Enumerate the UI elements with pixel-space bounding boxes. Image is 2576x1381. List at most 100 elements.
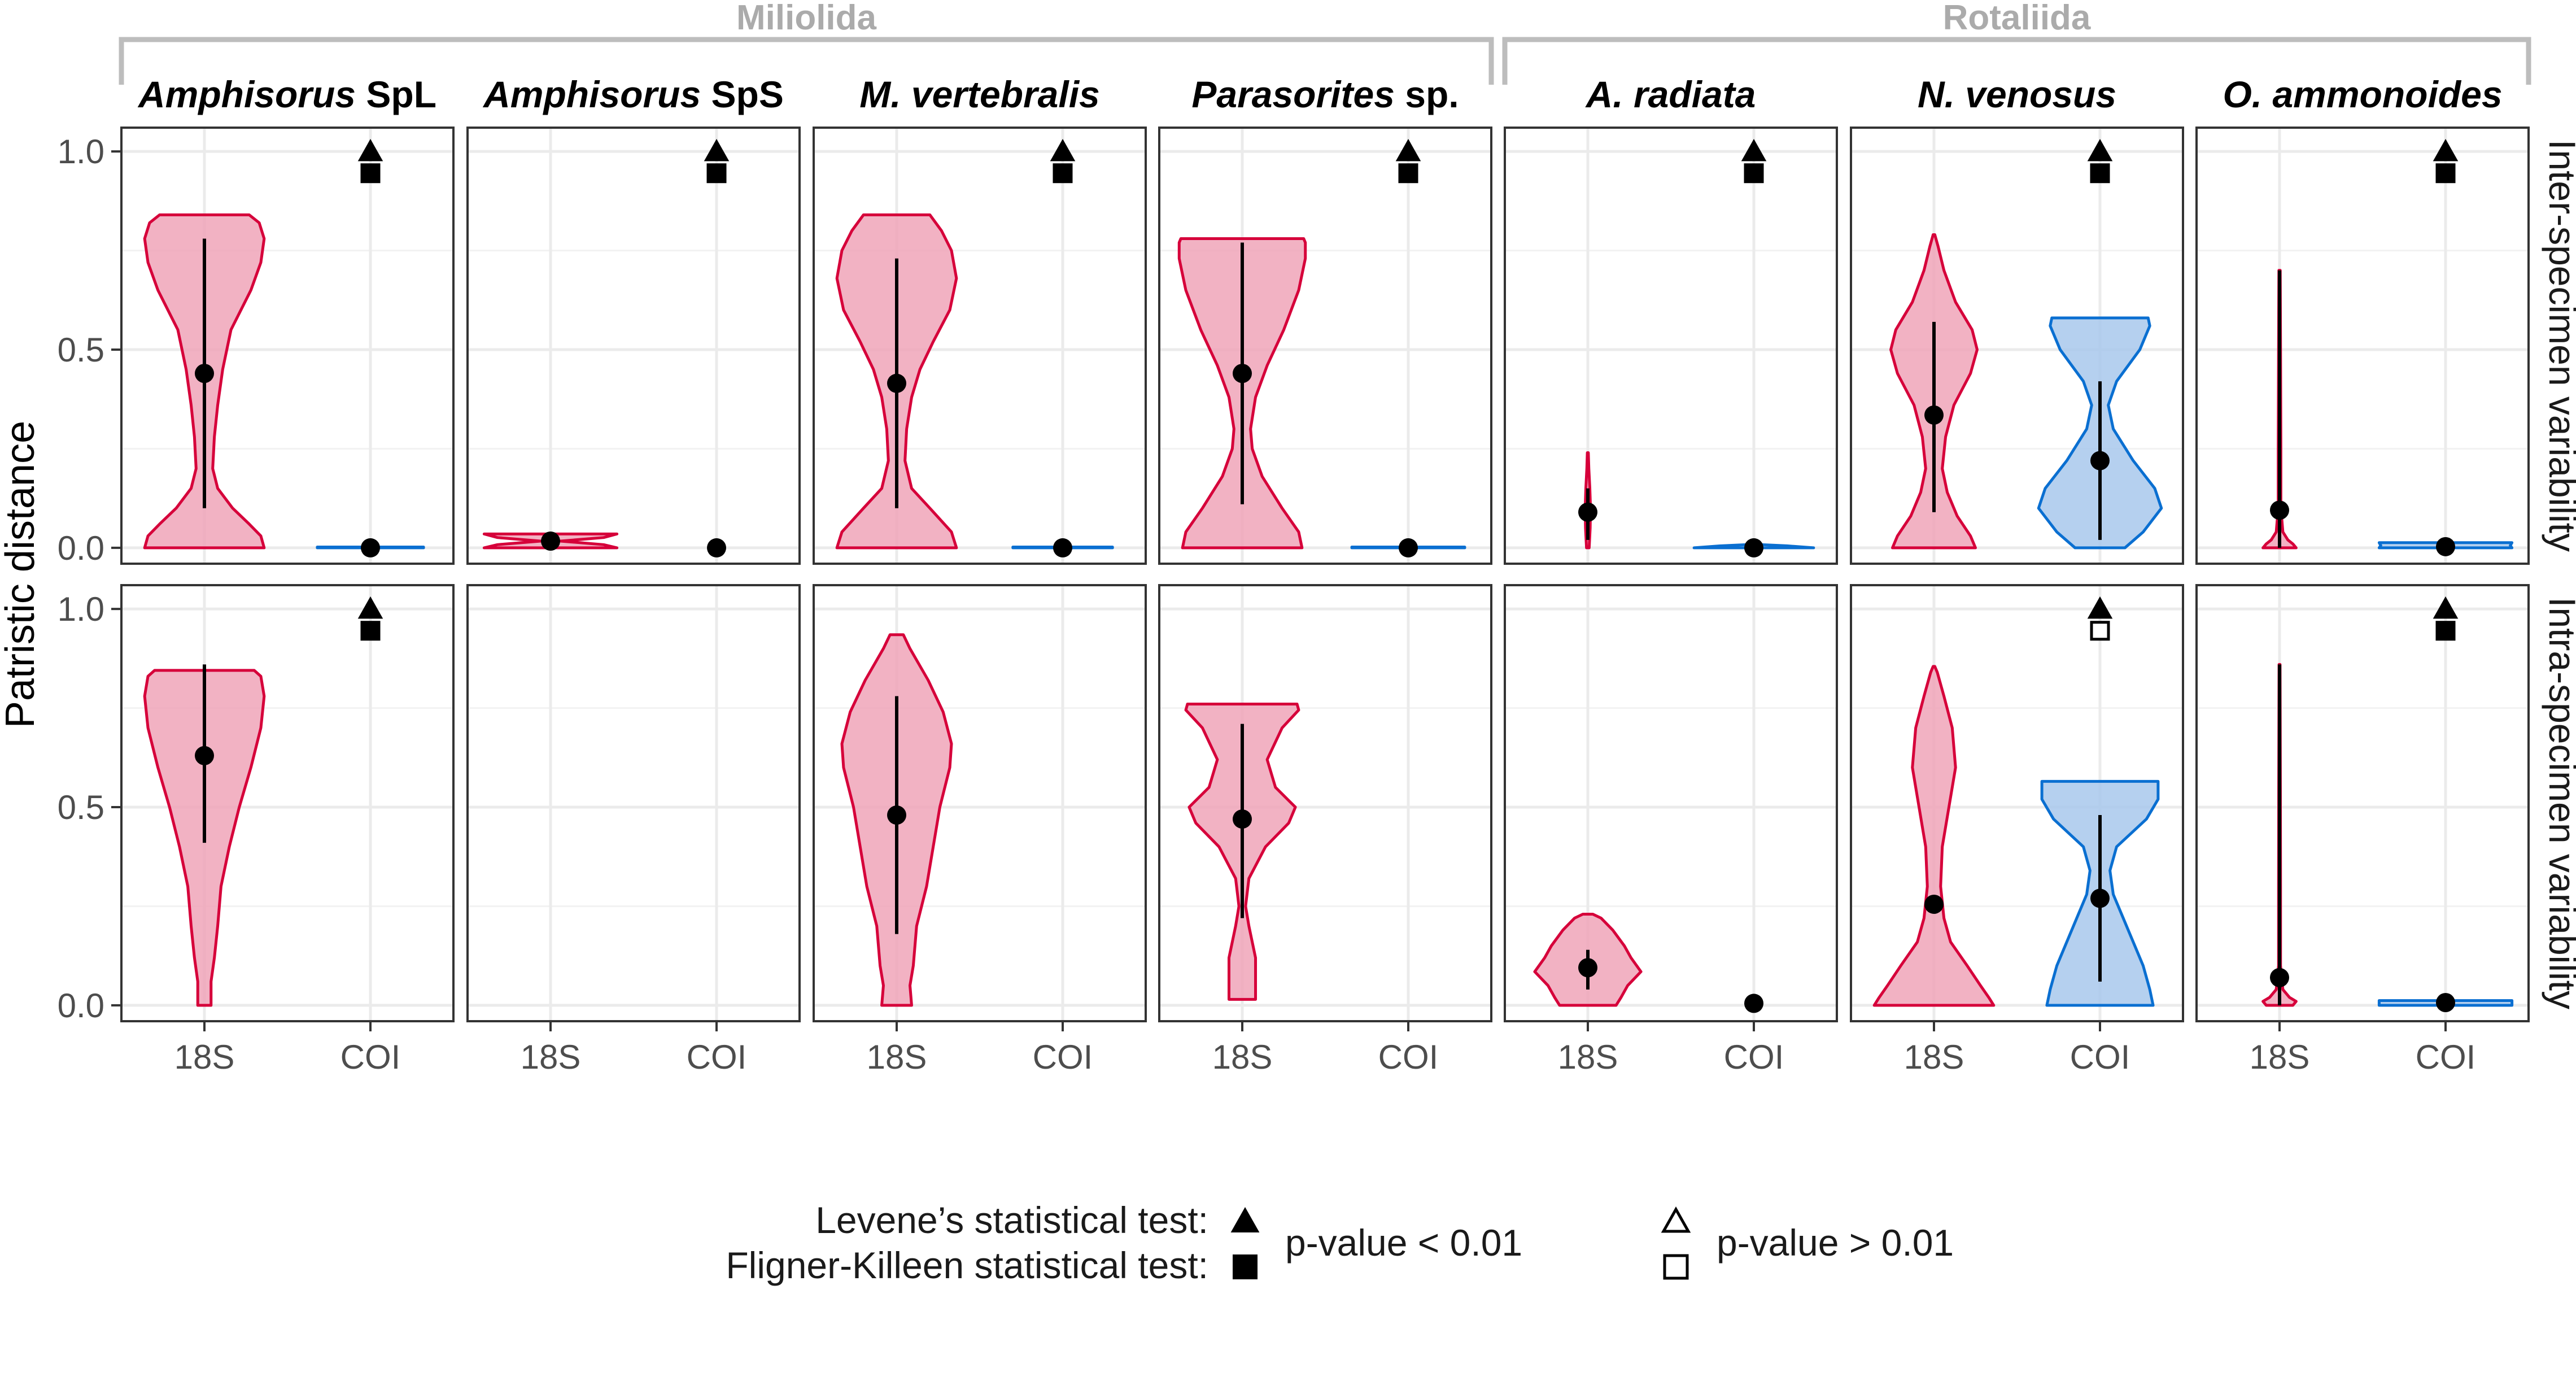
median-point-18s — [1924, 894, 1944, 914]
panel-frame — [1158, 127, 1492, 565]
y-tick-label: 0.5 — [58, 788, 104, 826]
species-title-suffix: SpS — [701, 73, 784, 115]
legend-significant-label: p-value < 0.01 — [1285, 1222, 1522, 1264]
median-point-18s — [2270, 968, 2289, 987]
panel-frame — [1504, 127, 1838, 565]
species-title: Amphisorus SpS — [482, 73, 784, 115]
panel-frame — [466, 127, 801, 565]
median-point-coi — [2436, 993, 2455, 1013]
panel-frame — [466, 584, 801, 1022]
panel-frame — [2195, 127, 2530, 565]
x-tick-label-coi: COI — [687, 1038, 747, 1076]
panel-frame — [2195, 584, 2530, 1022]
group-label-miliolida: Miliolida — [736, 0, 877, 37]
species-title-italic: N. venosus — [1918, 73, 2116, 115]
fligner-marker — [2090, 163, 2110, 184]
violin-18s — [1872, 665, 1996, 1007]
species-title-suffix: sp. — [1395, 73, 1459, 115]
x-tick-label-coi: COI — [2416, 1038, 2476, 1076]
median-point-coi — [1744, 994, 1763, 1013]
median-point-coi — [2436, 537, 2455, 556]
y-tick-label: 0.5 — [58, 331, 104, 369]
panel-r1-c3 — [1158, 584, 1492, 1031]
species-title: Parasorites sp. — [1191, 73, 1459, 115]
species-title-italic: Amphisorus — [137, 73, 356, 115]
species-title-italic: Parasorites — [1191, 73, 1395, 115]
legend-levene-label: Levene’s statistical test: — [815, 1199, 1208, 1241]
panel-r1-c5 — [1850, 584, 2184, 1031]
panel-r0-c2 — [813, 127, 1147, 565]
panel-r0-c4 — [1504, 127, 1838, 565]
median-point-coi — [707, 538, 726, 557]
species-title: M. vertebralis — [859, 73, 1100, 115]
group-label-rotaliida: Rotaliida — [1943, 0, 2091, 37]
panel-frame — [813, 127, 1147, 565]
median-point-coi — [1053, 538, 1072, 557]
legend: Levene’s statistical test: Fligner-Kille… — [726, 1199, 1954, 1286]
panel-frame — [120, 127, 455, 565]
panel-r0-c0 — [120, 127, 455, 565]
legend-open-square-icon — [1663, 1254, 1689, 1280]
species-title-suffix: SpL — [356, 73, 436, 115]
y-tick-label: 1.0 — [58, 133, 104, 171]
panel-frame — [1850, 127, 2184, 565]
panel-r1-c6 — [2195, 584, 2530, 1031]
median-point-coi — [1399, 538, 1418, 557]
median-point-coi — [2090, 888, 2110, 908]
panel-r0-c5 — [1850, 127, 2184, 565]
levene-marker — [2087, 596, 2113, 619]
median-point-18s — [2270, 500, 2289, 520]
fligner-marker — [1744, 163, 1764, 184]
panel-r1-c1 — [466, 584, 801, 1031]
median-point-18s — [195, 746, 214, 765]
species-title: O. ammonoides — [2223, 73, 2502, 115]
fligner-marker — [360, 163, 381, 184]
y-tick-label: 1.0 — [58, 590, 104, 628]
group-bracket — [119, 37, 1494, 85]
fligner-marker — [2090, 621, 2110, 641]
x-tick-label-coi: COI — [1033, 1038, 1093, 1076]
fligner-marker — [1053, 163, 1073, 184]
median-point-18s — [1924, 405, 1944, 425]
species-title: A. radiata — [1585, 73, 1756, 115]
median-point-coi — [2090, 451, 2110, 471]
panel-r0-c1 — [466, 127, 801, 565]
panel-r1-c2 — [813, 584, 1147, 1031]
fligner-marker — [2435, 621, 2456, 641]
panel-r1-c4 — [1504, 584, 1838, 1031]
panel-r0-c3 — [1158, 127, 1492, 565]
fligner-marker — [360, 621, 381, 641]
panel-frame — [1504, 584, 1838, 1022]
levene-marker — [2433, 138, 2459, 162]
median-point-coi — [361, 538, 380, 557]
levene-marker — [2433, 596, 2459, 619]
legend-nonsignificant-label: p-value > 0.01 — [1717, 1222, 1954, 1264]
row-strip-label: Intra-specimen variability — [2542, 597, 2576, 1009]
row-strip-label: Inter-specimen variability — [2542, 140, 2576, 552]
median-point-18s — [541, 531, 560, 551]
median-point-18s — [1578, 958, 1597, 978]
x-tick-label-coi: COI — [340, 1038, 401, 1076]
levene-marker — [2087, 138, 2113, 162]
median-point-18s — [887, 805, 906, 825]
panel-r0-c6 — [2195, 127, 2530, 565]
fligner-marker — [2435, 163, 2456, 184]
panel-r1-c0 — [120, 584, 455, 1031]
x-tick-label-coi: COI — [2070, 1038, 2130, 1076]
species-title-italic: O. ammonoides — [2223, 73, 2502, 115]
levene-marker — [704, 138, 730, 162]
levene-marker — [1741, 138, 1767, 162]
x-tick-label-coi: COI — [1724, 1038, 1784, 1076]
x-tick-label-coi: COI — [1378, 1038, 1439, 1076]
median-point-18s — [195, 364, 214, 384]
species-title: N. venosus — [1918, 73, 2116, 115]
panel-frame — [1158, 584, 1492, 1022]
labels-layer: 18S COI 18S COI 18S COI 18S COI 18S COI 18S COI 18S C… — [0, 0, 2576, 1076]
group-bracket — [1502, 37, 2531, 85]
species-title-italic: Amphisorus — [482, 73, 701, 115]
legend-fligner-label: Fligner-Killeen statistical test: — [726, 1244, 1208, 1286]
panel-frame — [1850, 584, 2184, 1022]
legend-open-triangle-icon — [1661, 1206, 1691, 1233]
